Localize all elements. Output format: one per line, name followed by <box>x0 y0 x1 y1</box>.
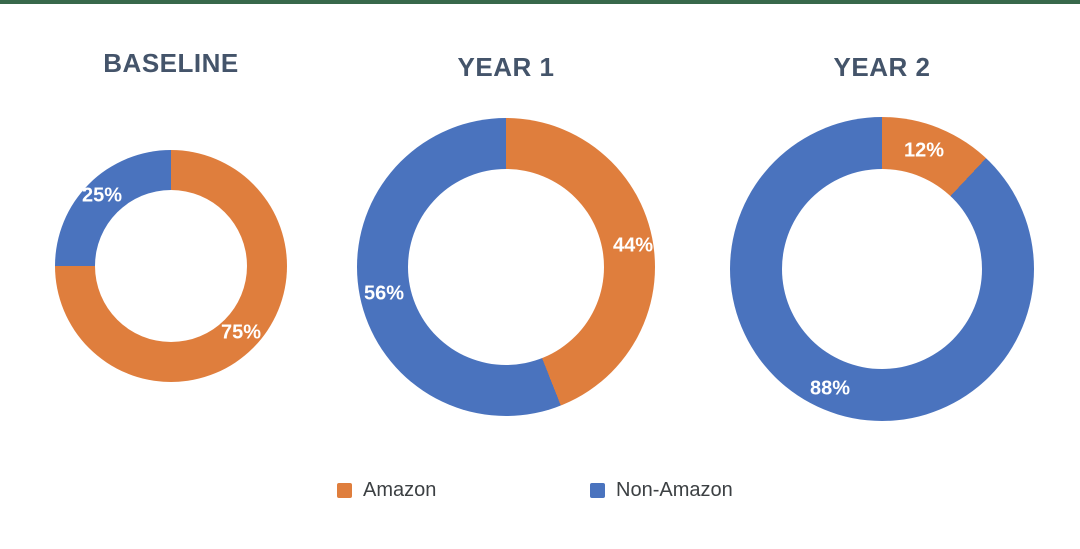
chart-year-1-title: YEAR 1 <box>457 52 555 82</box>
legend-label-non-amazon: Non-Amazon <box>616 479 733 501</box>
slice-label-year-1-amazon: 44% <box>612 234 654 257</box>
legend-swatch-amazon <box>337 483 352 498</box>
legend-swatch-non-amazon <box>590 483 605 498</box>
chart-year-2-title: YEAR 2 <box>833 52 931 82</box>
slice-label-year-2-amazon: 12% <box>903 139 945 162</box>
legend-item-amazon: Amazon <box>337 479 436 502</box>
donut-chart-baseline <box>55 150 287 382</box>
donut-chart-year-2 <box>730 117 1034 421</box>
chart-year-1: YEAR 1 44% 56% <box>357 40 655 460</box>
chart-baseline-title: BASELINE <box>103 48 239 78</box>
slice-label-year-2-non-amazon: 88% <box>809 377 851 400</box>
legend-item-non-amazon: Non-Amazon <box>590 479 733 502</box>
top-accent-bar <box>0 0 1080 4</box>
chart-baseline: BASELINE 75% 25% <box>55 40 287 460</box>
slice-label-baseline-amazon: 75% <box>220 321 262 344</box>
chart-year-2: YEAR 2 12% 88% <box>730 40 1034 460</box>
slice-label-year-1-non-amazon: 56% <box>363 282 405 305</box>
donut-chart-year-1 <box>357 118 655 416</box>
slice-label-baseline-non-amazon: 25% <box>81 184 123 207</box>
legend-label-amazon: Amazon <box>363 479 437 501</box>
